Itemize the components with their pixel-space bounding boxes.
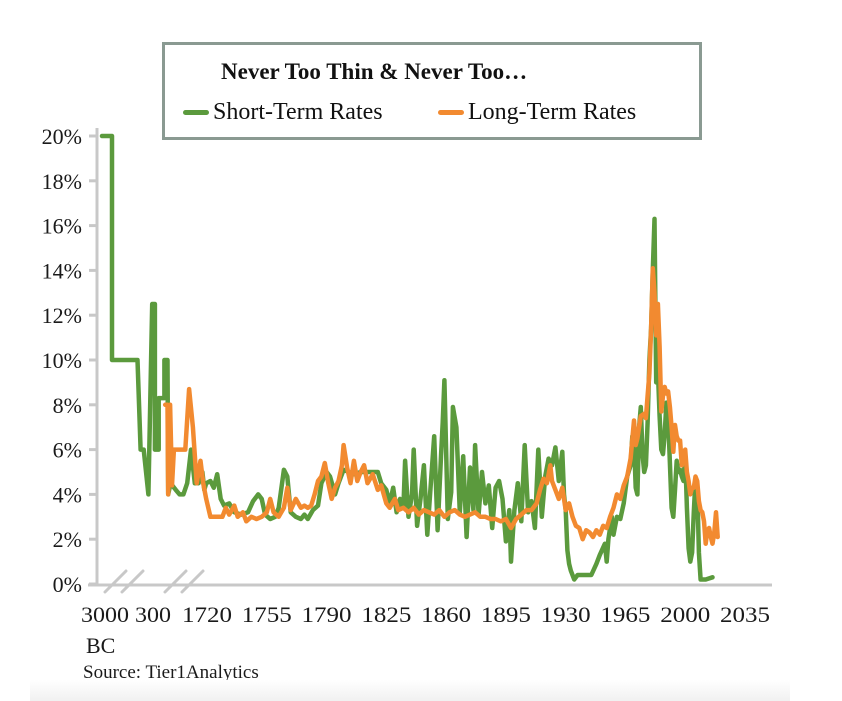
- axis-break-marks: [103, 569, 205, 594]
- x-tick-label: 2000: [660, 602, 710, 627]
- legend-swatch-short-term: [183, 110, 209, 115]
- y-tick-label: 10%: [42, 348, 82, 373]
- series-line-long-term-rates: [162, 265, 720, 546]
- y-tick-label: 12%: [42, 303, 82, 328]
- y-tick-label: 18%: [42, 169, 82, 194]
- y-tick-label: 6%: [53, 438, 82, 463]
- y-tick-label: 8%: [53, 393, 82, 418]
- legend-item-short-term: Short-Term Rates: [183, 99, 383, 126]
- y-tick-label: 4%: [53, 482, 82, 507]
- axes: 0% 2% 4% 6% 8% 10% 12% 14% 16% 18% 20% 3000 300 1720…: [42, 124, 772, 627]
- y-tick-label: 2%: [53, 527, 82, 552]
- legend: Never Too Thin & Never Too… Short-Term R…: [162, 42, 702, 140]
- legend-item-long-term: Long-Term Rates: [438, 99, 636, 126]
- source-note: Source: Tier1Analytics: [83, 662, 259, 683]
- series-layer: [99, 133, 720, 582]
- y-tick-label: 0%: [53, 572, 82, 597]
- x-tick-label: 1825: [361, 602, 411, 627]
- x-tick-label: 1720: [182, 602, 232, 627]
- x-tick-label: 2035: [720, 602, 770, 627]
- x-tick-sublabel: BC: [86, 633, 115, 658]
- legend-label-short-term: Short-Term Rates: [213, 99, 383, 125]
- axis-break-mark: [120, 569, 145, 594]
- x-tick-label: 1965: [600, 602, 650, 627]
- chart-title: Never Too Thin & Never Too…: [221, 59, 528, 84]
- x-tick-label: 1930: [541, 602, 591, 627]
- y-tick-label: 16%: [42, 214, 82, 239]
- x-tick-label: 3000: [81, 602, 129, 627]
- x-tick-label: 1895: [481, 602, 531, 627]
- y-tick-label: 20%: [42, 124, 82, 149]
- y-tick-label: 14%: [42, 258, 82, 283]
- axis-break-mark: [163, 569, 188, 594]
- x-tick-label: 1790: [302, 602, 352, 627]
- legend-swatch-long-term: [438, 110, 464, 115]
- x-tick-label: 1860: [421, 602, 471, 627]
- bottom-fade: [30, 680, 790, 701]
- x-tick-label: 300: [135, 602, 171, 627]
- x-tick-label: 1755: [242, 602, 292, 627]
- axis-break-mark: [180, 569, 205, 594]
- axis-break-mark: [103, 569, 128, 594]
- legend-label-long-term: Long-Term Rates: [468, 99, 637, 125]
